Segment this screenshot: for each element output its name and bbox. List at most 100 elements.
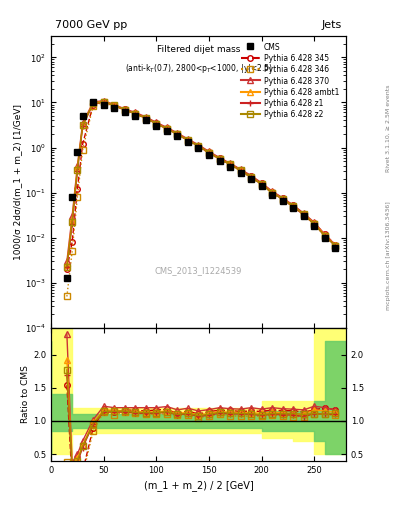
Line: Pythia 6.428 346: Pythia 6.428 346 xyxy=(64,99,338,299)
Pythia 6.428 z1 xyxy=(75,168,80,174)
Pythia 6.428 z2 xyxy=(175,131,180,137)
X-axis label: (m_1 + m_2) / 2 [GeV]: (m_1 + m_2) / 2 [GeV] xyxy=(143,480,253,491)
Pythia 6.428 z2 xyxy=(228,161,232,167)
Pythia 6.428 z2 xyxy=(133,111,138,117)
Pythia 6.428 ambt1 xyxy=(143,115,148,121)
CMS xyxy=(249,176,253,182)
CMS xyxy=(270,191,274,198)
Pythia 6.428 z2 xyxy=(207,150,211,156)
Pythia 6.428 ambt1 xyxy=(185,137,190,143)
Pythia 6.428 z2 xyxy=(75,167,80,173)
Pythia 6.428 345 xyxy=(80,141,85,147)
Pythia 6.428 z2 xyxy=(238,167,243,174)
Pythia 6.428 345 xyxy=(91,101,95,108)
Pythia 6.428 z1 xyxy=(322,233,327,239)
Pythia 6.428 370 xyxy=(249,173,253,179)
Pythia 6.428 345 xyxy=(270,188,274,195)
Pythia 6.428 z1 xyxy=(291,204,296,210)
CMS xyxy=(291,205,296,211)
Pythia 6.428 346 xyxy=(70,248,75,254)
Pythia 6.428 346 xyxy=(207,150,211,156)
Pythia 6.428 345 xyxy=(259,180,264,186)
Pythia 6.428 z1 xyxy=(196,143,201,150)
Text: mcplots.cern.ch [arXiv:1306.3436]: mcplots.cern.ch [arXiv:1306.3436] xyxy=(386,202,391,310)
Pythia 6.428 ambt1 xyxy=(333,242,338,248)
Pythia 6.428 345 xyxy=(312,220,317,226)
Pythia 6.428 z2 xyxy=(91,100,95,106)
Pythia 6.428 z2 xyxy=(217,156,222,162)
Pythia 6.428 z1 xyxy=(312,221,317,227)
Pythia 6.428 370 xyxy=(301,210,306,216)
Pythia 6.428 345 xyxy=(112,102,117,109)
Pythia 6.428 z2 xyxy=(280,196,285,202)
Pythia 6.428 370 xyxy=(165,124,169,131)
Pythia 6.428 346 xyxy=(75,194,80,200)
Pythia 6.428 370 xyxy=(70,213,75,219)
Pythia 6.428 ambt1 xyxy=(280,196,285,202)
Pythia 6.428 346 xyxy=(64,293,69,300)
CMS xyxy=(259,183,264,189)
Pythia 6.428 ambt1 xyxy=(217,156,222,162)
Pythia 6.428 346 xyxy=(238,168,243,174)
Pythia 6.428 z2 xyxy=(112,102,117,109)
CMS xyxy=(301,213,306,219)
Pythia 6.428 ambt1 xyxy=(112,102,117,108)
Pythia 6.428 345 xyxy=(64,266,69,272)
Line: Pythia 6.428 z1: Pythia 6.428 z1 xyxy=(64,99,338,270)
Pythia 6.428 346 xyxy=(175,132,180,138)
Pythia 6.428 346 xyxy=(80,146,85,153)
Pythia 6.428 ambt1 xyxy=(101,98,106,104)
Pythia 6.428 345 xyxy=(165,125,169,131)
Text: 7000 GeV pp: 7000 GeV pp xyxy=(55,20,127,31)
Pythia 6.428 346 xyxy=(165,126,169,132)
Pythia 6.428 346 xyxy=(322,233,327,239)
Pythia 6.428 z1 xyxy=(112,102,117,109)
Pythia 6.428 ambt1 xyxy=(80,122,85,128)
Pythia 6.428 345 xyxy=(301,211,306,217)
CMS xyxy=(143,117,148,123)
Pythia 6.428 370 xyxy=(196,142,201,148)
Pythia 6.428 z2 xyxy=(165,125,169,132)
Pythia 6.428 z1 xyxy=(280,196,285,202)
Pythia 6.428 ambt1 xyxy=(133,111,138,117)
Line: Pythia 6.428 ambt1: Pythia 6.428 ambt1 xyxy=(64,99,338,268)
Pythia 6.428 345 xyxy=(196,143,201,149)
Pythia 6.428 346 xyxy=(154,121,159,127)
Pythia 6.428 ambt1 xyxy=(64,262,69,268)
Pythia 6.428 346 xyxy=(123,107,127,113)
Pythia 6.428 ambt1 xyxy=(322,232,327,238)
Pythia 6.428 z2 xyxy=(322,233,327,239)
Pythia 6.428 z1 xyxy=(143,115,148,121)
Pythia 6.428 ambt1 xyxy=(228,161,232,167)
Pythia 6.428 370 xyxy=(322,231,327,237)
Pythia 6.428 ambt1 xyxy=(196,143,201,149)
Pythia 6.428 z1 xyxy=(207,150,211,156)
Pythia 6.428 ambt1 xyxy=(91,100,95,106)
CMS xyxy=(185,139,190,145)
Pythia 6.428 345 xyxy=(228,161,232,167)
Pythia 6.428 370 xyxy=(259,180,264,186)
Pythia 6.428 370 xyxy=(291,202,296,208)
Line: CMS: CMS xyxy=(64,100,338,281)
Pythia 6.428 ambt1 xyxy=(259,181,264,187)
Pythia 6.428 345 xyxy=(291,202,296,208)
Pythia 6.428 z1 xyxy=(101,99,106,105)
Pythia 6.428 346 xyxy=(249,175,253,181)
CMS xyxy=(133,113,138,119)
Pythia 6.428 z1 xyxy=(123,107,127,113)
Pythia 6.428 345 xyxy=(217,155,222,161)
Pythia 6.428 z1 xyxy=(133,111,138,117)
Pythia 6.428 z2 xyxy=(312,221,317,227)
Pythia 6.428 370 xyxy=(207,148,211,155)
Pythia 6.428 z2 xyxy=(270,189,274,196)
CMS xyxy=(333,245,338,251)
Pythia 6.428 346 xyxy=(301,212,306,218)
Pythia 6.428 346 xyxy=(143,116,148,122)
Pythia 6.428 370 xyxy=(91,99,95,105)
Pythia 6.428 370 xyxy=(64,258,69,264)
Pythia 6.428 370 xyxy=(270,188,274,194)
CMS xyxy=(280,198,285,204)
CMS xyxy=(165,128,169,134)
Pythia 6.428 z1 xyxy=(185,137,190,143)
Pythia 6.428 z2 xyxy=(123,106,127,113)
